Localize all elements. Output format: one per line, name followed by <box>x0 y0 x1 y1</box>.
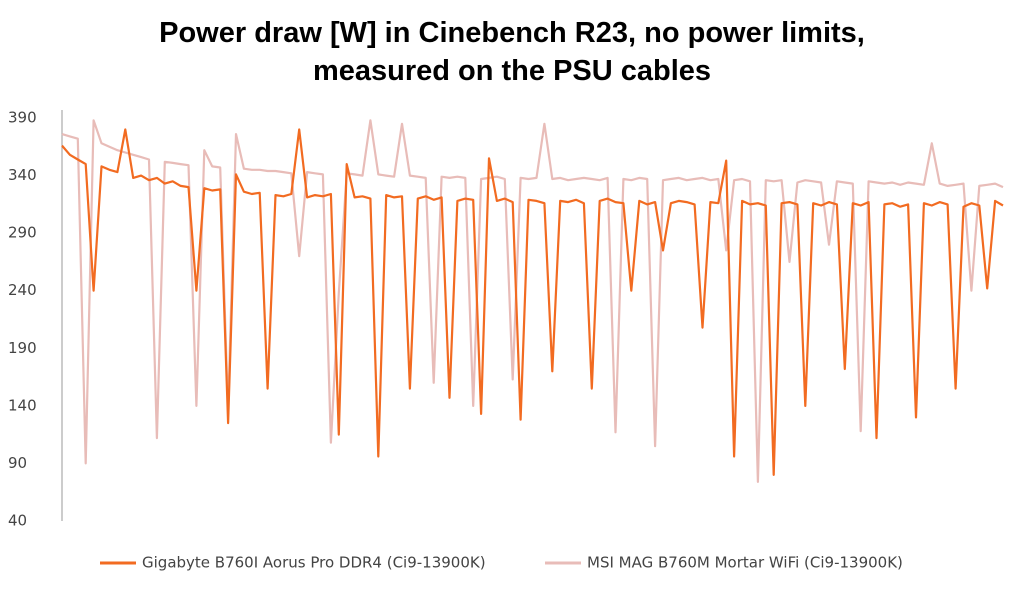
series-line <box>61 119 1004 483</box>
y-tick-label: 240 <box>8 281 37 299</box>
y-tick-label: 390 <box>8 109 37 127</box>
y-tick-label: 140 <box>8 396 37 414</box>
y-tick-label: 90 <box>8 454 27 472</box>
chart-title: Power draw [W] in Cinebench R23, no powe… <box>159 17 865 87</box>
y-tick-label: 40 <box>8 512 27 530</box>
y-tick-label: 290 <box>8 224 37 242</box>
series-line <box>61 128 1004 476</box>
y-tick-label: 340 <box>8 166 37 184</box>
legend-label: MSI MAG B760M Mortar WiFi (Ci9-13900K) <box>587 554 903 572</box>
legend-label: Gigabyte B760I Aorus Pro DDR4 (Ci9-13900… <box>142 554 486 572</box>
y-tick-label: 190 <box>8 339 37 357</box>
